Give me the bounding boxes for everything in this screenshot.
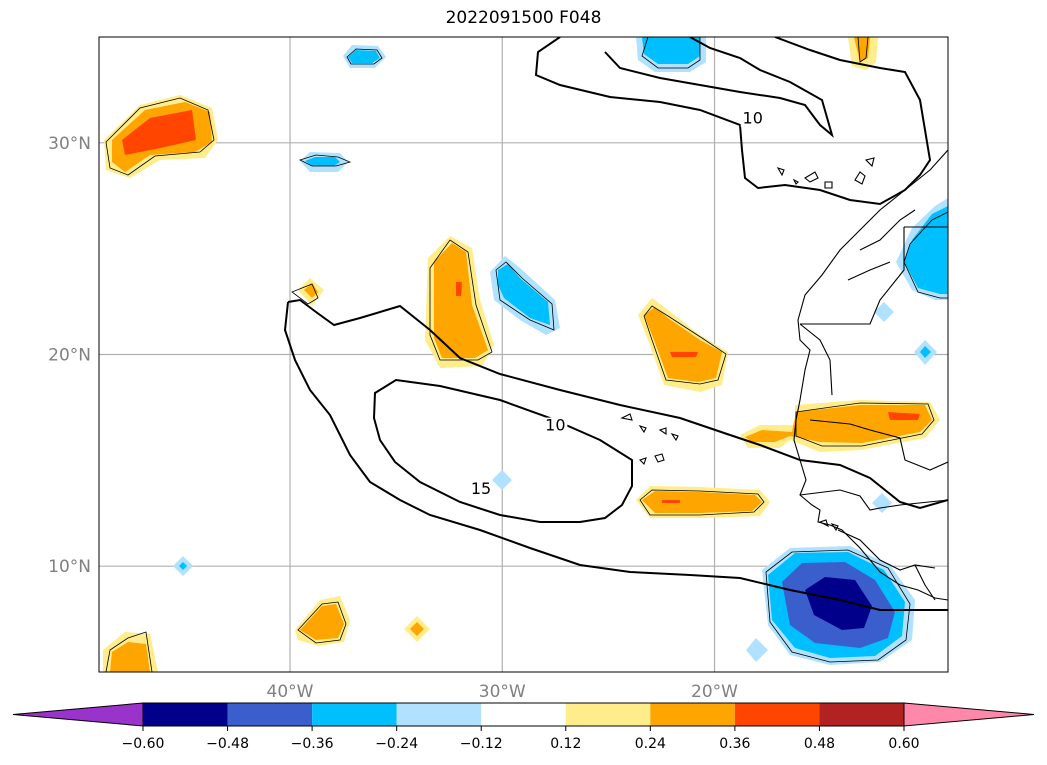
border-liberia [914,564,936,601]
lat-tick-label: 20°N [48,346,91,366]
contour-label-bg [740,110,765,127]
negative-anomaly-north-2 [300,152,348,172]
negative-anomaly-southeast [762,546,915,665]
africa-coast [793,149,948,601]
colorbar-segment [396,703,482,726]
border-sierra-leone [837,529,936,571]
bijagos-islands [818,519,839,532]
negative-anomaly-diamond-5 [746,638,768,662]
positive-anomaly-central-vertical [425,236,494,368]
positive-anomaly-band-16n [740,400,940,452]
colorbar-segment [312,703,397,726]
negative-anomaly-diamond-4-core [179,562,187,570]
colorbar-tick-label: −0.48 [206,736,249,752]
canary-islands [776,157,875,189]
border-inland [847,209,916,281]
map-title: 2022091500 F048 [445,8,602,28]
contour-label: 15 [471,479,491,498]
colorbar-tick-label: 0.24 [635,736,666,752]
positive-anomaly-diamond-1-core [410,622,424,636]
colorbar-tick-label: −0.60 [122,736,165,752]
border-mauritania [799,323,833,396]
colorbar-tick-label: −0.36 [291,736,334,752]
contour-label: 10 [545,416,565,435]
colorbar-segment [819,703,904,726]
colorbar-segment [481,703,566,726]
lon-tick-label: 30°W [479,682,526,702]
positive-anomaly-south-1 [295,596,350,646]
negative-anomaly-diamond-2-core [920,346,931,358]
positive-anomaly-nw [104,95,218,178]
colorbar-frame [142,702,905,727]
colorbar-tick-label: 0.12 [550,736,581,752]
longitude-labels: 40°W 30°W 20°W [267,682,739,702]
negative-anomaly-north-1 [343,45,386,68]
colorbar-tick-label: −0.24 [375,736,418,752]
lat-tick-label: 30°N [48,134,91,154]
positive-anomaly-sw-corner [103,632,158,672]
colorbar-segment [227,703,313,726]
contour-15 [372,378,633,523]
lon-tick-label: 40°W [267,682,314,702]
contour-10-southern [283,301,948,611]
lon-tick-label: 20°W [691,682,738,702]
colorbar-extend-high [903,702,1035,727]
map-plot-area: 10 10 15 [99,37,948,672]
colorbar-segment [565,703,651,726]
negative-anomaly-central [490,256,560,335]
positive-anomaly-east-1 [638,298,728,392]
cape-verde-islands [620,413,679,466]
colorbar-segment [734,703,820,726]
colorbar-tick-label: −0.12 [460,736,503,752]
negative-anomaly-top-center [636,37,706,72]
negative-anomaly-diamond-1 [874,302,894,322]
negative-anomaly-diamond-6 [872,493,892,513]
anomaly-contours [105,37,948,672]
lat-tick-label: 10°N [48,557,91,577]
contour-labels: 10 10 15 [469,109,765,498]
map-frame [98,36,949,673]
positive-anomaly-band-13n [636,486,770,518]
colorbar-segment [650,703,735,726]
colorbar-tick-label: 0.60 [888,736,919,752]
positive-anomaly-small-1 [298,278,324,306]
negative-anomaly-diamond-3 [492,470,512,490]
colorbar-segment [143,703,228,726]
border-western-sahara [800,227,905,325]
contour-label-bg [543,417,568,434]
negative-anomaly-east-edge [896,198,948,300]
colorbar-tick-label: 0.48 [804,736,835,752]
colorbar: −0.60 −0.48 −0.36 −0.24 −0.12 0.12 0.24 0.36 0.4… [12,702,1035,752]
border-guinea [799,489,948,511]
contour-label-bg [469,481,494,498]
latitude-labels: 30°N 20°N 10°N [48,134,91,577]
coastlines [620,149,948,601]
border-senegal [809,419,948,471]
contour-10-south [287,298,948,510]
colorbar-tick-label: 0.36 [719,736,750,752]
contour-10-north [534,37,932,206]
contour-label: 10 [743,109,763,128]
colorbar-extend-low [12,702,144,727]
contour-10-north-inner [604,37,834,138]
